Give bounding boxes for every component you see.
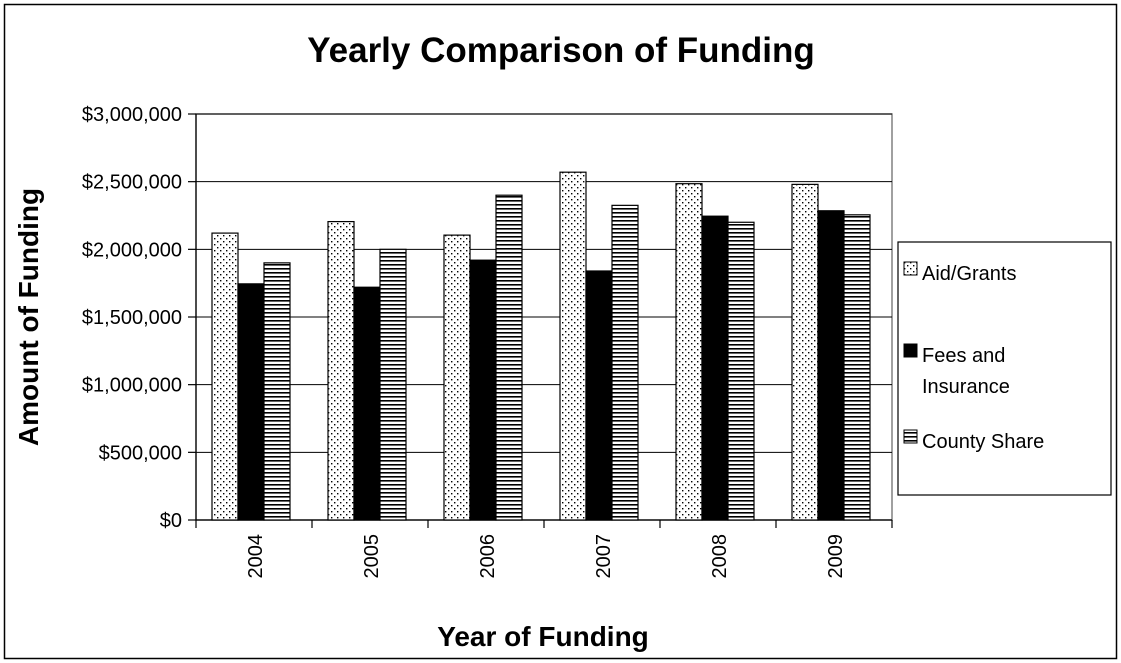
y-tick-label: $2,000,000 — [82, 239, 182, 261]
bar-solid — [817, 210, 845, 521]
chart-title: Yearly Comparison of Funding — [307, 31, 815, 70]
bar-dots — [327, 220, 355, 521]
legend-box — [897, 241, 1112, 496]
legend-label: Insurance — [922, 376, 1010, 398]
legend-label: County Share — [922, 431, 1044, 453]
x-axis-title: Year of Funding — [437, 621, 649, 652]
legend: Aid/Grants Fees and Insurance County Share — [897, 241, 1112, 496]
legend-swatch-hlines — [903, 429, 918, 444]
bar-hlines — [495, 194, 523, 521]
y-axis-title: Amount of Funding — [13, 188, 44, 446]
x-tick-label: 2006 — [477, 534, 499, 579]
y-tick-label: $3,000,000 — [82, 104, 182, 126]
bar-hlines — [611, 204, 639, 521]
legend-swatch-dots — [903, 261, 918, 276]
y-tick-label: $1,000,000 — [82, 375, 182, 397]
plot-area: $0 $500,000 $1,000,000 $1,500,000 $2,000,000… — [82, 104, 893, 579]
bar-solid — [353, 286, 381, 521]
bar-solid — [701, 215, 729, 521]
y-tick-label: $0 — [160, 510, 182, 532]
x-tick-label: 2007 — [593, 534, 615, 579]
legend-swatch-solid — [903, 343, 918, 358]
bar-dots — [559, 171, 587, 521]
x-tick-label: 2008 — [709, 534, 731, 579]
y-tick-label: $500,000 — [99, 442, 182, 464]
bar-hlines — [379, 248, 407, 521]
x-tick-label: 2005 — [361, 534, 383, 579]
x-tick-label: 2004 — [245, 534, 267, 579]
bar-hlines — [727, 221, 755, 521]
bar-hlines — [263, 262, 291, 521]
bar-hlines — [843, 214, 871, 521]
bar-solid — [469, 259, 497, 521]
bar-dots — [791, 183, 819, 521]
y-tick-label: $1,500,000 — [82, 307, 182, 329]
bar-solid — [237, 283, 265, 521]
bar-dots — [443, 234, 471, 521]
x-tick-label: 2009 — [825, 534, 847, 579]
legend-label: Fees and — [922, 345, 1005, 367]
bar-solid — [585, 270, 613, 521]
legend-label: Aid/Grants — [922, 263, 1016, 285]
y-tick-label: $2,500,000 — [82, 172, 182, 194]
bar-dots — [675, 183, 703, 521]
bar-dots — [211, 232, 239, 521]
